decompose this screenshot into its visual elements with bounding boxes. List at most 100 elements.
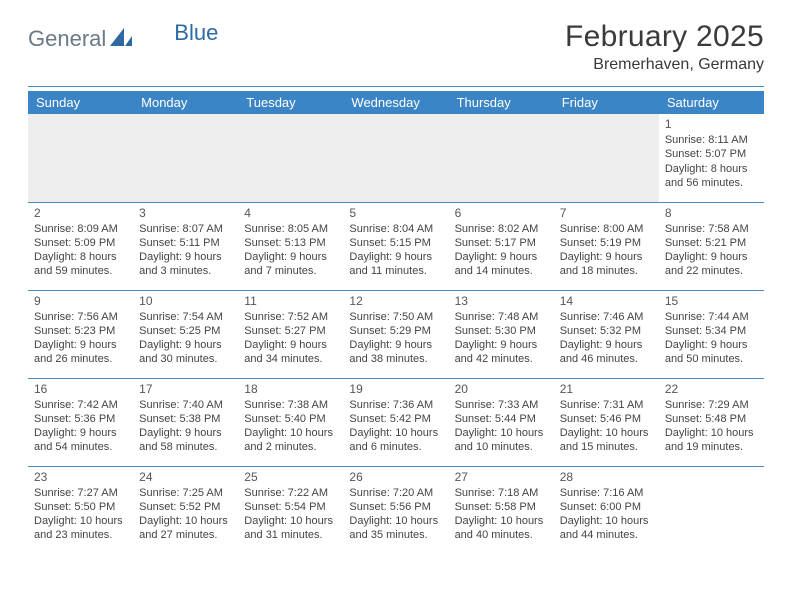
calendar-cell: 4Sunrise: 8:05 AMSunset: 5:13 PMDaylight… bbox=[238, 202, 343, 290]
calendar-cell: 19Sunrise: 7:36 AMSunset: 5:42 PMDayligh… bbox=[343, 378, 448, 466]
page-title: February 2025 bbox=[565, 20, 764, 54]
daylight-text: and 56 minutes. bbox=[665, 176, 758, 190]
calendar-cell: 28Sunrise: 7:16 AMSunset: 6:00 PMDayligh… bbox=[554, 466, 659, 554]
day-number: 12 bbox=[349, 294, 442, 309]
daylight-text: and 22 minutes. bbox=[665, 264, 758, 278]
calendar-cell: 20Sunrise: 7:33 AMSunset: 5:44 PMDayligh… bbox=[449, 378, 554, 466]
daylight-text: Daylight: 9 hours bbox=[455, 250, 548, 264]
daylight-text: Daylight: 10 hours bbox=[34, 514, 127, 528]
day-number: 13 bbox=[455, 294, 548, 309]
calendar-cell bbox=[659, 466, 764, 554]
daylight-text: Daylight: 9 hours bbox=[560, 338, 653, 352]
brand-part1: General bbox=[28, 26, 106, 52]
sunrise-text: Sunrise: 7:31 AM bbox=[560, 398, 653, 412]
daylight-text: Daylight: 10 hours bbox=[455, 426, 548, 440]
day-header: Saturday bbox=[659, 91, 764, 114]
daylight-text: Daylight: 9 hours bbox=[139, 426, 232, 440]
sunset-text: Sunset: 5:36 PM bbox=[34, 412, 127, 426]
header: General Blue February 2025 Bremerhaven, … bbox=[28, 20, 764, 74]
daylight-text: and 14 minutes. bbox=[455, 264, 548, 278]
daylight-text: and 7 minutes. bbox=[244, 264, 337, 278]
daylight-text: Daylight: 10 hours bbox=[455, 514, 548, 528]
brand-logo: General Blue bbox=[28, 26, 218, 52]
daylight-text: and 50 minutes. bbox=[665, 352, 758, 366]
sunset-text: Sunset: 5:32 PM bbox=[560, 324, 653, 338]
calendar-cell: 9Sunrise: 7:56 AMSunset: 5:23 PMDaylight… bbox=[28, 290, 133, 378]
sunrise-text: Sunrise: 7:33 AM bbox=[455, 398, 548, 412]
sunrise-text: Sunrise: 7:27 AM bbox=[34, 486, 127, 500]
sunset-text: Sunset: 5:40 PM bbox=[244, 412, 337, 426]
calendar-cell: 27Sunrise: 7:18 AMSunset: 5:58 PMDayligh… bbox=[449, 466, 554, 554]
daylight-text: and 19 minutes. bbox=[665, 440, 758, 454]
daylight-text: and 26 minutes. bbox=[34, 352, 127, 366]
calendar-cell bbox=[28, 114, 133, 202]
daylight-text: Daylight: 9 hours bbox=[244, 250, 337, 264]
daylight-text: and 38 minutes. bbox=[349, 352, 442, 366]
calendar-week-row: 16Sunrise: 7:42 AMSunset: 5:36 PMDayligh… bbox=[28, 378, 764, 466]
sunset-text: Sunset: 5:07 PM bbox=[665, 147, 758, 161]
day-number: 8 bbox=[665, 206, 758, 221]
daylight-text: and 15 minutes. bbox=[560, 440, 653, 454]
sunrise-text: Sunrise: 8:09 AM bbox=[34, 222, 127, 236]
day-header: Wednesday bbox=[343, 91, 448, 114]
calendar-cell bbox=[449, 114, 554, 202]
calendar-cell: 6Sunrise: 8:02 AMSunset: 5:17 PMDaylight… bbox=[449, 202, 554, 290]
day-number: 2 bbox=[34, 206, 127, 221]
calendar-cell bbox=[133, 114, 238, 202]
day-number: 9 bbox=[34, 294, 127, 309]
daylight-text: and 31 minutes. bbox=[244, 528, 337, 542]
sunrise-text: Sunrise: 7:29 AM bbox=[665, 398, 758, 412]
day-number: 24 bbox=[139, 470, 232, 485]
calendar-table: Sunday Monday Tuesday Wednesday Thursday… bbox=[28, 91, 764, 554]
sunrise-text: Sunrise: 7:48 AM bbox=[455, 310, 548, 324]
daylight-text: Daylight: 9 hours bbox=[244, 338, 337, 352]
day-header: Thursday bbox=[449, 91, 554, 114]
daylight-text: and 46 minutes. bbox=[560, 352, 653, 366]
calendar-week-row: 1Sunrise: 8:11 AMSunset: 5:07 PMDaylight… bbox=[28, 114, 764, 202]
sunrise-text: Sunrise: 7:46 AM bbox=[560, 310, 653, 324]
daylight-text: Daylight: 10 hours bbox=[560, 426, 653, 440]
daylight-text: and 18 minutes. bbox=[560, 264, 653, 278]
calendar-cell: 25Sunrise: 7:22 AMSunset: 5:54 PMDayligh… bbox=[238, 466, 343, 554]
sunset-text: Sunset: 5:34 PM bbox=[665, 324, 758, 338]
daylight-text: Daylight: 10 hours bbox=[244, 514, 337, 528]
day-number: 26 bbox=[349, 470, 442, 485]
calendar-week-row: 2Sunrise: 8:09 AMSunset: 5:09 PMDaylight… bbox=[28, 202, 764, 290]
sunrise-text: Sunrise: 8:04 AM bbox=[349, 222, 442, 236]
sunset-text: Sunset: 5:54 PM bbox=[244, 500, 337, 514]
sunrise-text: Sunrise: 8:00 AM bbox=[560, 222, 653, 236]
daylight-text: and 42 minutes. bbox=[455, 352, 548, 366]
daylight-text: and 23 minutes. bbox=[34, 528, 127, 542]
sunset-text: Sunset: 5:19 PM bbox=[560, 236, 653, 250]
sunset-text: Sunset: 5:46 PM bbox=[560, 412, 653, 426]
daylight-text: Daylight: 9 hours bbox=[349, 338, 442, 352]
day-number: 14 bbox=[560, 294, 653, 309]
day-number: 17 bbox=[139, 382, 232, 397]
day-number: 11 bbox=[244, 294, 337, 309]
daylight-text: Daylight: 9 hours bbox=[665, 250, 758, 264]
day-number: 10 bbox=[139, 294, 232, 309]
calendar-cell bbox=[238, 114, 343, 202]
calendar-cell: 8Sunrise: 7:58 AMSunset: 5:21 PMDaylight… bbox=[659, 202, 764, 290]
sunrise-text: Sunrise: 8:07 AM bbox=[139, 222, 232, 236]
daylight-text: and 40 minutes. bbox=[455, 528, 548, 542]
calendar-cell: 12Sunrise: 7:50 AMSunset: 5:29 PMDayligh… bbox=[343, 290, 448, 378]
calendar-week-row: 9Sunrise: 7:56 AMSunset: 5:23 PMDaylight… bbox=[28, 290, 764, 378]
sunset-text: Sunset: 5:25 PM bbox=[139, 324, 232, 338]
daylight-text: and 30 minutes. bbox=[139, 352, 232, 366]
sunrise-text: Sunrise: 8:11 AM bbox=[665, 133, 758, 147]
daylight-text: Daylight: 10 hours bbox=[244, 426, 337, 440]
daylight-text: and 34 minutes. bbox=[244, 352, 337, 366]
sunrise-text: Sunrise: 7:40 AM bbox=[139, 398, 232, 412]
calendar-cell: 22Sunrise: 7:29 AMSunset: 5:48 PMDayligh… bbox=[659, 378, 764, 466]
sunset-text: Sunset: 5:13 PM bbox=[244, 236, 337, 250]
calendar-header-row: Sunday Monday Tuesday Wednesday Thursday… bbox=[28, 91, 764, 114]
daylight-text: Daylight: 10 hours bbox=[560, 514, 653, 528]
day-number: 1 bbox=[665, 117, 758, 132]
sunset-text: Sunset: 5:11 PM bbox=[139, 236, 232, 250]
sunset-text: Sunset: 5:17 PM bbox=[455, 236, 548, 250]
calendar-cell: 26Sunrise: 7:20 AMSunset: 5:56 PMDayligh… bbox=[343, 466, 448, 554]
brand-part2: Blue bbox=[174, 20, 218, 46]
sunset-text: Sunset: 5:52 PM bbox=[139, 500, 232, 514]
day-header: Sunday bbox=[28, 91, 133, 114]
